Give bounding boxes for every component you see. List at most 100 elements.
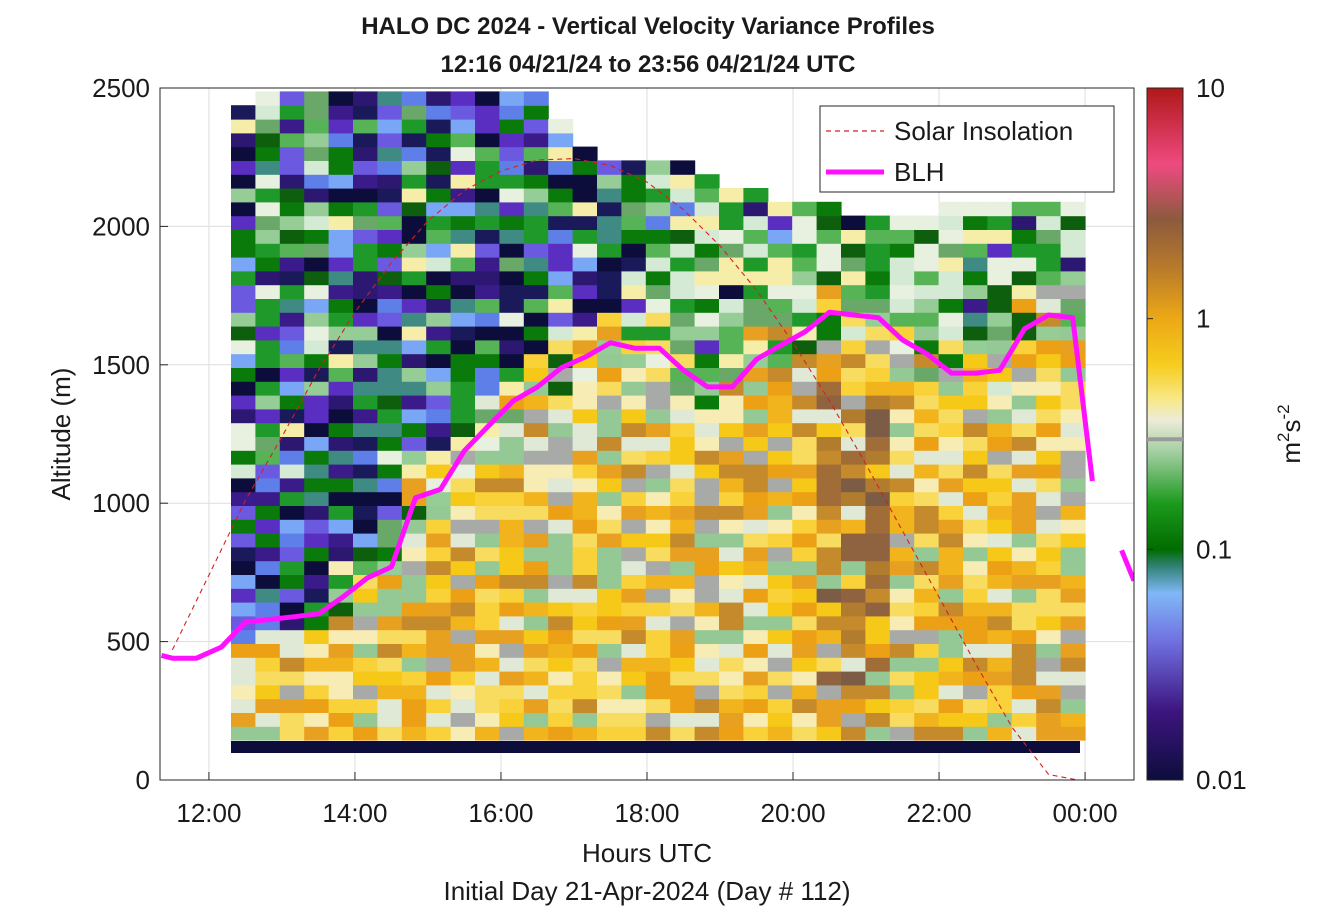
heatmap-cell (816, 726, 842, 741)
heatmap-cell (889, 671, 915, 686)
heatmap-cell (987, 671, 1013, 686)
heatmap-cell (963, 284, 988, 299)
heatmap-cell (279, 436, 305, 451)
heatmap-cell (548, 726, 574, 741)
heatmap-cell (670, 477, 696, 493)
heatmap-cell (841, 533, 866, 548)
heatmap-cell (865, 298, 891, 313)
x-axis-label-day: Initial Day 21-Apr-2024 (Day # 112) (443, 876, 850, 906)
heatmap-cell (670, 684, 696, 700)
heatmap-cell (548, 574, 574, 589)
heatmap-cell (1060, 408, 1086, 424)
heatmap-cell (767, 270, 793, 286)
heatmap-cell (767, 546, 793, 562)
heatmap-cell (938, 464, 964, 479)
heatmap-cell (353, 326, 378, 341)
heatmap-cell (499, 257, 525, 272)
chart-title-line2: 12:16 04/21/24 to 23:56 04/21/24 UTC (441, 51, 856, 78)
heatmap-cell (523, 464, 549, 479)
heatmap-cell (670, 326, 696, 341)
heatmap-cell (645, 588, 671, 603)
heatmap-cell (914, 519, 940, 534)
heatmap-cell (670, 381, 696, 396)
heatmap-cell (645, 519, 671, 534)
heatmap-cell (621, 201, 647, 217)
heatmap-cell (1011, 546, 1037, 562)
heatmap-cell (572, 174, 598, 189)
heatmap-cell (963, 519, 988, 534)
heatmap-cell (279, 574, 305, 589)
heatmap-cell (963, 560, 988, 575)
heatmap-cell (426, 257, 452, 272)
heatmap-cell (1011, 270, 1037, 286)
heatmap-cell (694, 270, 720, 286)
heatmap-cell (328, 91, 354, 106)
heatmap-cell (475, 215, 500, 230)
heatmap-cell (475, 588, 500, 603)
heatmap-cell (1011, 519, 1037, 534)
heatmap-cell (743, 284, 769, 299)
heatmap-cell (645, 546, 671, 562)
heatmap-cell (377, 464, 403, 479)
heatmap-cell (816, 326, 842, 341)
heatmap-cell (1060, 229, 1086, 244)
heatmap-cell (597, 381, 622, 396)
heatmap-cell (621, 671, 647, 686)
heatmap-cell (816, 519, 842, 534)
heatmap-cell (401, 132, 427, 148)
heatmap-cell (963, 588, 988, 603)
heatmap-cell (889, 298, 915, 313)
heatmap-cell (255, 229, 281, 244)
heatmap-cell (1036, 284, 1062, 299)
heatmap-cell (499, 381, 525, 396)
heatmap-cell (279, 546, 305, 562)
blh-line-segment (1119, 549, 1134, 582)
heatmap-cell (231, 450, 256, 465)
heatmap-cell (743, 326, 769, 341)
heatmap-cell (499, 160, 525, 175)
heatmap-cell (914, 326, 940, 341)
heatmap-cell (426, 629, 452, 644)
heatmap-cell (719, 684, 744, 700)
heatmap-cell (548, 684, 574, 700)
heatmap-cell (597, 712, 622, 727)
heatmap-cell (523, 270, 549, 286)
heatmap-cell (572, 188, 598, 203)
heatmap-cell (475, 353, 500, 368)
heatmap-cell (987, 298, 1013, 313)
legend-blh-label: BLH (894, 157, 945, 187)
heatmap-cell (548, 188, 574, 203)
heatmap-cell (475, 546, 500, 562)
heatmap-cell (377, 450, 403, 465)
heatmap-cell (377, 395, 403, 410)
heatmap-cell (841, 464, 866, 479)
heatmap-cell (914, 270, 940, 286)
heatmap-cell (401, 298, 427, 313)
heatmap-cell (523, 546, 549, 562)
heatmap-cell (719, 726, 744, 741)
heatmap-cell (938, 629, 964, 644)
heatmap-cell (914, 560, 940, 575)
heatmap-cell (1060, 436, 1086, 451)
heatmap-cell (938, 436, 964, 451)
heatmap-cell (1036, 726, 1062, 741)
heatmap-cell (475, 698, 500, 713)
heatmap-cell (231, 574, 256, 589)
heatmap-cell (767, 643, 793, 658)
heatmap-cell (475, 602, 500, 617)
heatmap-cell (987, 312, 1013, 327)
heatmap-cell (670, 422, 696, 437)
heatmap-cell (499, 477, 525, 493)
heatmap-cell (621, 533, 647, 548)
heatmap-cell (816, 201, 842, 217)
heatmap-cell (816, 533, 842, 548)
heatmap-cell (1060, 712, 1086, 727)
heatmap-cell (597, 160, 622, 175)
heatmap-cell (304, 339, 330, 355)
heatmap-cell (450, 602, 476, 617)
heatmap-cell (401, 105, 427, 120)
heatmap-cell (548, 560, 574, 575)
heatmap-cell (426, 615, 452, 631)
heatmap-cell (353, 643, 378, 658)
heatmap-cell (743, 201, 769, 217)
